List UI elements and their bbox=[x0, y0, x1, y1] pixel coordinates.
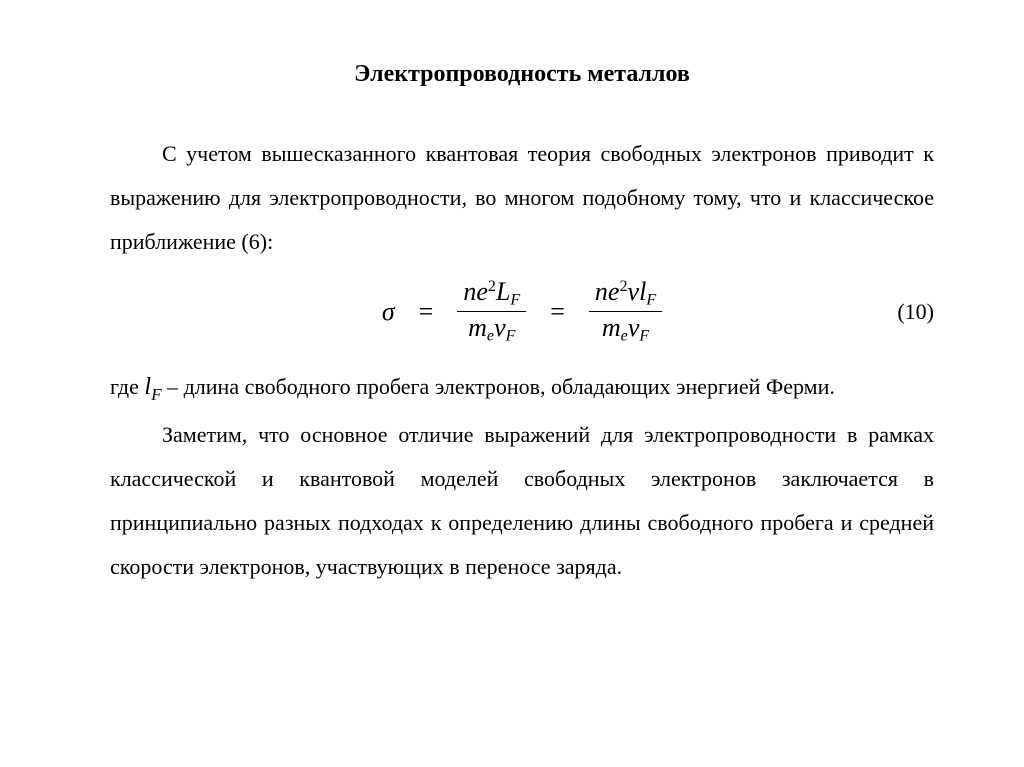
den1-v: v bbox=[494, 313, 506, 342]
equation-10: σ = ne2LF mevF = ne2vlF mevF bbox=[382, 278, 662, 345]
num2-v: v bbox=[628, 277, 640, 306]
fraction-2-numerator: ne2vlF bbox=[589, 278, 662, 309]
equation-row: σ = ne2LF mevF = ne2vlF mevF bbox=[110, 278, 934, 345]
equals-2: = bbox=[550, 299, 565, 325]
den2-m: m bbox=[602, 313, 621, 342]
fraction-1-numerator: ne2LF bbox=[457, 278, 526, 309]
paragraph-1: С учетом вышесказанного квантовая теория… bbox=[110, 132, 934, 264]
den1-msub: e bbox=[487, 328, 494, 345]
document-page: Электропроводность металлов С учетом выш… bbox=[0, 0, 1024, 767]
den2-msub: e bbox=[621, 328, 628, 345]
den1-m: m bbox=[468, 313, 487, 342]
num1-sup: 2 bbox=[488, 278, 496, 295]
num2-ne: ne bbox=[595, 277, 620, 306]
fraction-2-denominator: mevF bbox=[596, 314, 655, 345]
equation-number: (10) bbox=[897, 301, 934, 323]
lf-symbol: lF bbox=[144, 374, 161, 400]
paragraph-where: где lF – длина свободного пробега электр… bbox=[110, 363, 934, 413]
num1-L: L bbox=[496, 277, 510, 306]
fraction-1: ne2LF mevF bbox=[457, 278, 526, 345]
num1-Lsub: F bbox=[510, 292, 520, 309]
fraction-1-bar bbox=[457, 311, 526, 312]
fraction-1-denominator: mevF bbox=[462, 314, 521, 345]
den1-vsub: F bbox=[506, 328, 516, 345]
den2-v: v bbox=[628, 313, 640, 342]
num1-ne: ne bbox=[463, 277, 488, 306]
num2-lsub: F bbox=[646, 292, 656, 309]
den2-vsub: F bbox=[639, 328, 649, 345]
where-pre: где bbox=[110, 374, 144, 399]
num2-sup: 2 bbox=[619, 278, 627, 295]
fraction-2: ne2vlF mevF bbox=[589, 278, 662, 345]
lf-sub: F bbox=[151, 386, 162, 405]
page-title: Электропроводность металлов bbox=[110, 50, 934, 98]
where-post: – длина свободного пробега электронов, о… bbox=[162, 374, 835, 399]
equals-1: = bbox=[419, 299, 434, 325]
paragraph-3: Заметим, что основное отличие выражений … bbox=[110, 413, 934, 589]
sigma-symbol: σ bbox=[382, 299, 395, 325]
fraction-2-bar bbox=[589, 311, 662, 312]
